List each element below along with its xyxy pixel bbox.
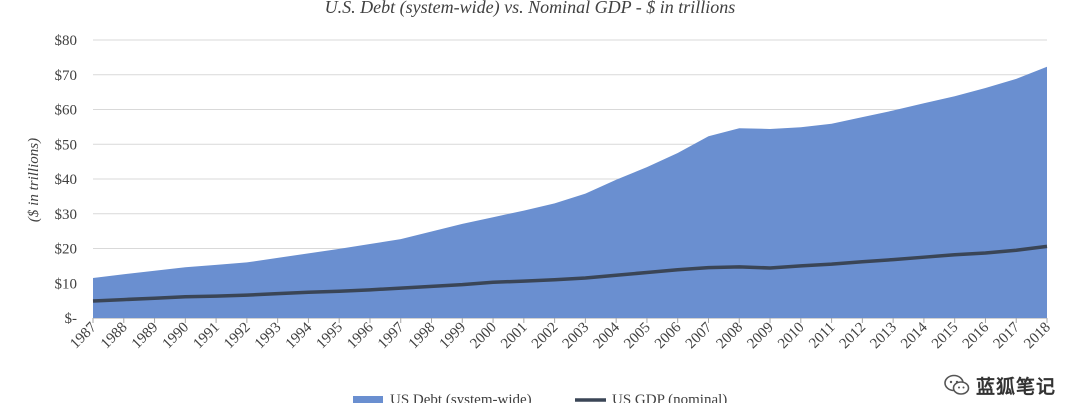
legend-label-us-gdp: US GDP (nominal) bbox=[612, 392, 727, 403]
wechat-icon bbox=[944, 374, 970, 395]
x-tick-label: 2008 bbox=[714, 320, 747, 353]
x-tick-label: 2007 bbox=[683, 319, 716, 352]
y-tick-label: $80 bbox=[55, 33, 78, 49]
x-tick-label: 2010 bbox=[775, 320, 808, 353]
y-tick-label: $10 bbox=[55, 276, 78, 292]
plot-area bbox=[93, 66, 1047, 318]
x-tick-label: 2005 bbox=[621, 320, 654, 353]
x-tick-label: 2012 bbox=[837, 320, 870, 353]
x-tick-label: 1990 bbox=[160, 320, 193, 353]
x-tick-label: 2018 bbox=[1021, 320, 1054, 353]
x-tick-label: 1991 bbox=[190, 320, 223, 353]
legend: US Debt (system-wide) US GDP (nominal) bbox=[353, 392, 727, 403]
x-tick-label: 1998 bbox=[406, 320, 439, 353]
x-tick-label: 1995 bbox=[313, 320, 346, 353]
x-tick-label: 2002 bbox=[529, 320, 562, 353]
series-line-us-gdp bbox=[92, 244, 1048, 303]
y-axis-ticks: $- $10 $20 $30 $40 $50 $60 $70 $80 bbox=[55, 33, 78, 327]
y-tick-label: $50 bbox=[55, 137, 78, 153]
x-tick-label: 1989 bbox=[129, 320, 162, 353]
x-axis-ticks: 1987198819891990199119921993199419951996… bbox=[67, 318, 1054, 352]
x-tick-label: 1993 bbox=[252, 320, 285, 353]
x-tick-label: 2014 bbox=[898, 319, 931, 352]
x-tick-label: 2000 bbox=[467, 320, 500, 353]
y-tick-label: $70 bbox=[55, 68, 78, 84]
watermark-text: 蓝狐笔记 bbox=[975, 375, 1056, 398]
y-axis-label: ($ in trillions) bbox=[26, 138, 42, 222]
legend-label-us-debt: US Debt (system-wide) bbox=[390, 392, 532, 403]
x-tick-label: 2001 bbox=[498, 320, 531, 353]
x-tick-label: 2009 bbox=[744, 320, 777, 353]
chart-title: U.S. Debt (system-wide) vs. Nominal GDP … bbox=[325, 0, 736, 18]
x-tick-label: 1992 bbox=[221, 320, 254, 353]
y-tick-label: $- bbox=[65, 311, 78, 327]
x-tick-label: 2006 bbox=[652, 319, 685, 352]
x-tick-label: 1997 bbox=[375, 319, 408, 352]
x-tick-label: 1996 bbox=[344, 319, 377, 352]
x-tick-label: 2016 bbox=[960, 319, 993, 352]
x-tick-label: 2011 bbox=[806, 320, 838, 352]
y-tick-label: $40 bbox=[55, 172, 78, 188]
x-tick-label: 2004 bbox=[590, 319, 623, 352]
y-tick-label: $60 bbox=[55, 103, 78, 119]
line-layer bbox=[92, 244, 1048, 303]
x-tick-label: 2013 bbox=[867, 320, 900, 353]
series-area-us-debt bbox=[93, 66, 1047, 318]
legend-swatch-us-debt bbox=[353, 396, 383, 403]
x-tick-label: 2015 bbox=[929, 320, 962, 353]
x-tick-label: 1994 bbox=[283, 319, 316, 352]
x-tick-label: 1999 bbox=[437, 320, 470, 353]
watermark: 蓝狐笔记 bbox=[944, 370, 1056, 400]
x-tick-label: 2017 bbox=[991, 319, 1024, 352]
x-tick-label: 2003 bbox=[560, 320, 593, 353]
y-tick-label: $30 bbox=[55, 207, 78, 223]
y-tick-label: $20 bbox=[55, 242, 78, 258]
x-tick-label: 1988 bbox=[98, 320, 131, 353]
